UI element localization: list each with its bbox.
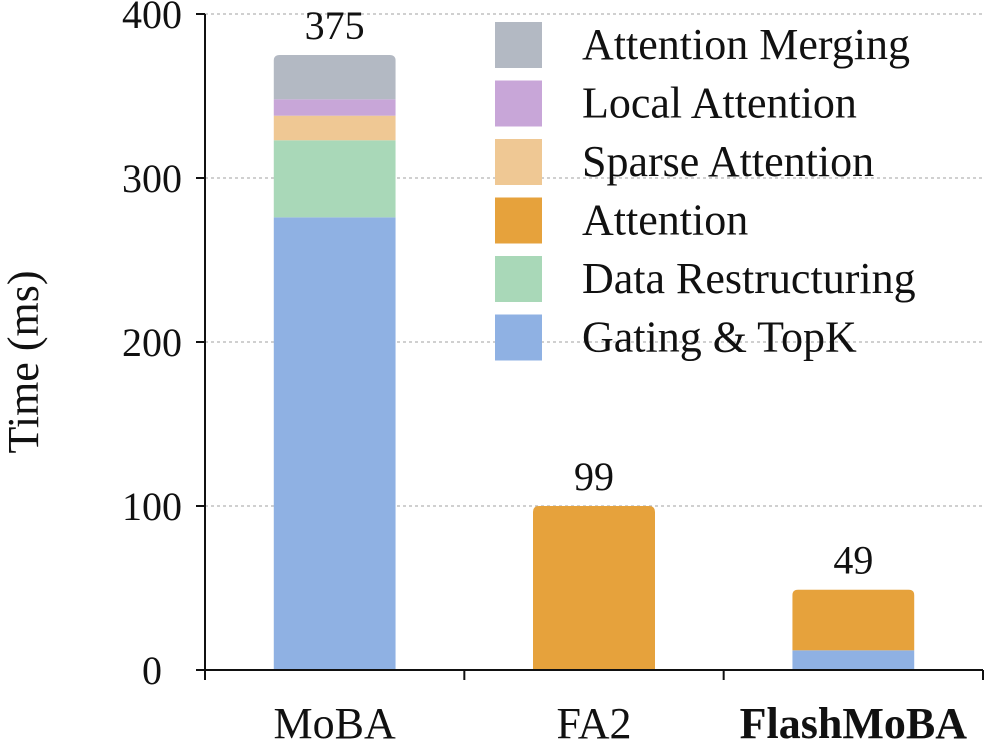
y-tick-labels: 0 100 200 300 400 xyxy=(122,0,182,693)
legend-item-attention: Attention xyxy=(495,196,748,245)
legend-swatch-sparse-attention xyxy=(495,139,542,185)
bar-segment-fa2-attention xyxy=(533,506,655,670)
bars xyxy=(273,55,915,670)
bar-segment-moba-data-restructuring xyxy=(273,140,396,218)
bar-total-label-moba: 375 xyxy=(305,3,365,48)
x-tick-label-moba: MoBA xyxy=(274,699,396,748)
legend-item-attention-merging: Attention Merging xyxy=(495,20,910,69)
bar-flashmoba xyxy=(792,589,915,670)
y-tick-label-100: 100 xyxy=(122,484,182,529)
legend: Attention Merging Local Attention Sparse A… xyxy=(495,20,916,362)
bar-segment-moba-sparse-attention xyxy=(273,115,396,141)
legend-item-local-attention: Local Attention xyxy=(495,79,857,128)
legend-item-data-restructuring: Data Restructuring xyxy=(495,254,916,303)
legend-swatch-gating-topk xyxy=(495,314,542,361)
legend-swatch-local-attention xyxy=(495,80,542,127)
legend-swatch-data-restructuring xyxy=(495,256,542,302)
legend-label-gating-topk: Gating & TopK xyxy=(582,313,857,362)
legend-swatch-attention-merging xyxy=(495,22,542,68)
bar-segment-flashmoba-gating-topk xyxy=(792,650,915,670)
y-tick-label-200: 200 xyxy=(122,320,182,365)
bar-segment-moba-attention-merging xyxy=(273,55,396,100)
y-tick-label-0: 0 xyxy=(142,648,162,693)
x-tick-labels: MoBA FA2 FlashMoBA xyxy=(274,699,968,748)
legend-label-attention-merging: Attention Merging xyxy=(582,20,910,69)
bar-total-labels: 375 99 49 xyxy=(305,3,874,583)
bar-total-label-flashmoba: 49 xyxy=(833,538,873,583)
bar-fa2 xyxy=(533,506,655,670)
bar-segment-flashmoba-attention xyxy=(792,589,915,651)
legend-label-attention: Attention xyxy=(582,196,748,245)
bar-segment-moba-gating-topk xyxy=(273,217,396,670)
y-tick-label-400: 400 xyxy=(122,0,182,37)
x-tick-label-flashmoba: FlashMoBA xyxy=(740,699,968,748)
legend-label-data-restructuring: Data Restructuring xyxy=(582,254,916,303)
bar-moba xyxy=(273,55,396,670)
y-tick-label-300: 300 xyxy=(122,156,182,201)
legend-item-gating-topk: Gating & TopK xyxy=(495,313,857,362)
x-tick-label-fa2: FA2 xyxy=(557,699,632,748)
y-axis-label: Time (ms) xyxy=(0,271,48,454)
bar-total-label-fa2: 99 xyxy=(574,454,614,499)
legend-swatch-attention xyxy=(495,197,542,244)
bar-segment-moba-local-attention xyxy=(273,99,396,116)
gridlines xyxy=(205,13,983,507)
legend-label-local-attention: Local Attention xyxy=(582,79,857,128)
legend-label-sparse-attention: Sparse Attention xyxy=(582,137,874,186)
axes xyxy=(196,13,984,680)
legend-item-sparse-attention: Sparse Attention xyxy=(495,137,874,186)
